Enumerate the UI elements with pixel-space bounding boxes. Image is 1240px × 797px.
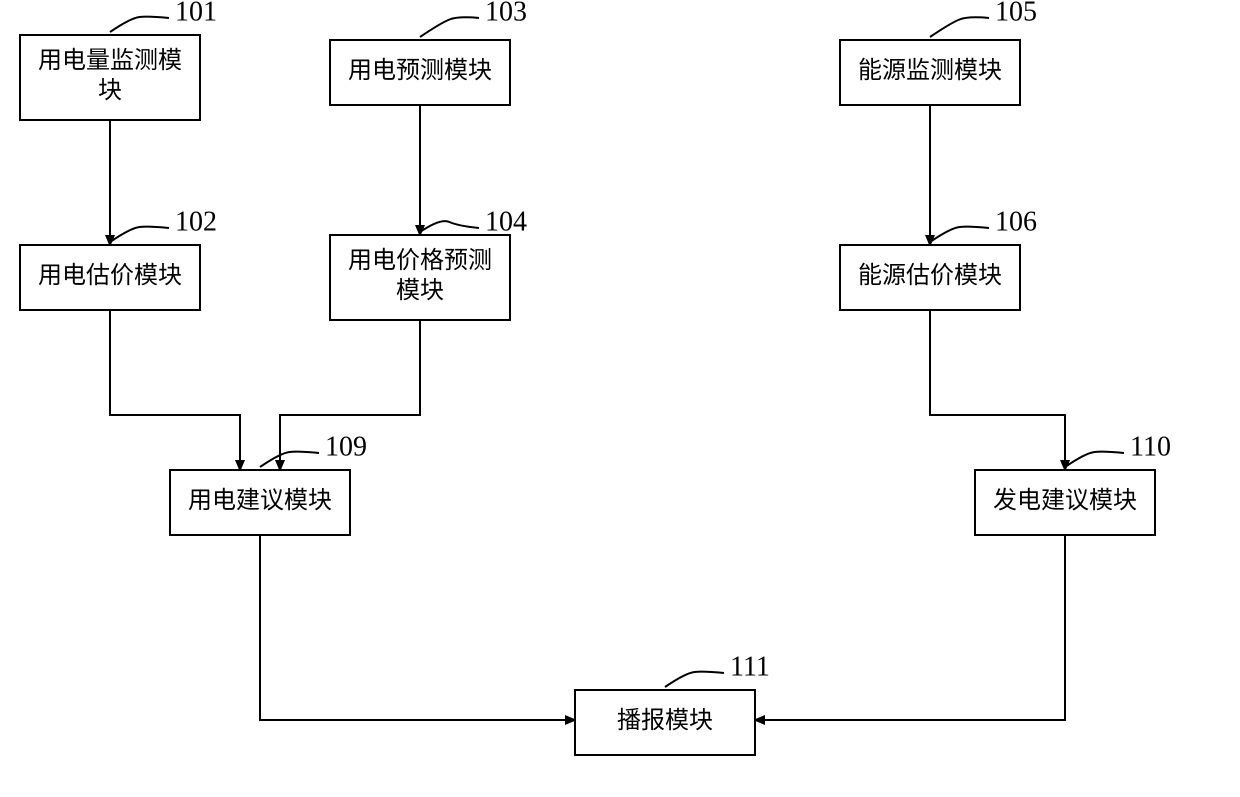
lead-line-n111 xyxy=(665,672,724,687)
edge-n102-n109 xyxy=(110,310,240,470)
lead-line-n101 xyxy=(110,17,169,32)
lead-line-n103 xyxy=(420,17,479,37)
node-number-n110: 110 xyxy=(1130,431,1171,462)
node-label-n102-line0: 用电估价模块 xyxy=(38,262,182,289)
node-number-n101: 101 xyxy=(175,0,217,27)
lead-line-n102 xyxy=(110,227,169,242)
lead-line-n105 xyxy=(930,17,989,37)
lead-line-n110 xyxy=(1065,452,1124,467)
node-label-n106-line0: 能源估价模块 xyxy=(858,262,1002,289)
node-label-n101-line1: 块 xyxy=(98,77,122,104)
nodes-layer: 用电量监测模块用电估价模块用电预测模块用电价格预测模块能源监测模块能源估价模块用… xyxy=(20,35,1155,755)
node-number-n103: 103 xyxy=(485,0,527,27)
node-label-n101-line0: 用电量监测模 xyxy=(38,47,182,74)
node-label-n105-line0: 能源监测模块 xyxy=(858,57,1002,84)
lead-line-n109 xyxy=(260,452,319,467)
node-n105: 能源监测模块 xyxy=(840,40,1020,105)
edges-layer xyxy=(110,105,1065,720)
node-label-n110-line0: 发电建议模块 xyxy=(993,487,1137,514)
node-n103: 用电预测模块 xyxy=(330,40,510,105)
node-label-n103-line0: 用电预测模块 xyxy=(348,57,492,84)
node-n109: 用电建议模块 xyxy=(170,470,350,535)
node-number-n102: 102 xyxy=(175,206,217,237)
edge-n106-n110 xyxy=(930,310,1065,470)
node-number-n106: 106 xyxy=(995,206,1037,237)
node-n106: 能源估价模块 xyxy=(840,245,1020,310)
node-n101: 用电量监测模块 xyxy=(20,35,200,120)
node-number-n105: 105 xyxy=(995,0,1037,27)
node-label-n104-line0: 用电价格预测 xyxy=(348,247,492,274)
node-n111: 播报模块 xyxy=(575,690,755,755)
node-number-n104: 104 xyxy=(485,206,527,237)
node-number-n111: 111 xyxy=(730,651,770,682)
edge-n109-n111 xyxy=(260,535,575,720)
node-n110: 发电建议模块 xyxy=(975,470,1155,535)
flowchart-canvas: 用电量监测模块用电估价模块用电预测模块用电价格预测模块能源监测模块能源估价模块用… xyxy=(0,0,1240,797)
lead-line-n106 xyxy=(930,227,989,242)
node-number-n109: 109 xyxy=(325,431,367,462)
edge-n110-n111 xyxy=(755,535,1065,720)
node-label-n109-line0: 用电建议模块 xyxy=(188,487,332,514)
node-n102: 用电估价模块 xyxy=(20,245,200,310)
node-n104: 用电价格预测模块 xyxy=(330,235,510,320)
node-label-n111-line0: 播报模块 xyxy=(617,707,713,734)
lead-line-n104 xyxy=(420,221,479,232)
node-label-n104-line1: 模块 xyxy=(396,277,444,304)
